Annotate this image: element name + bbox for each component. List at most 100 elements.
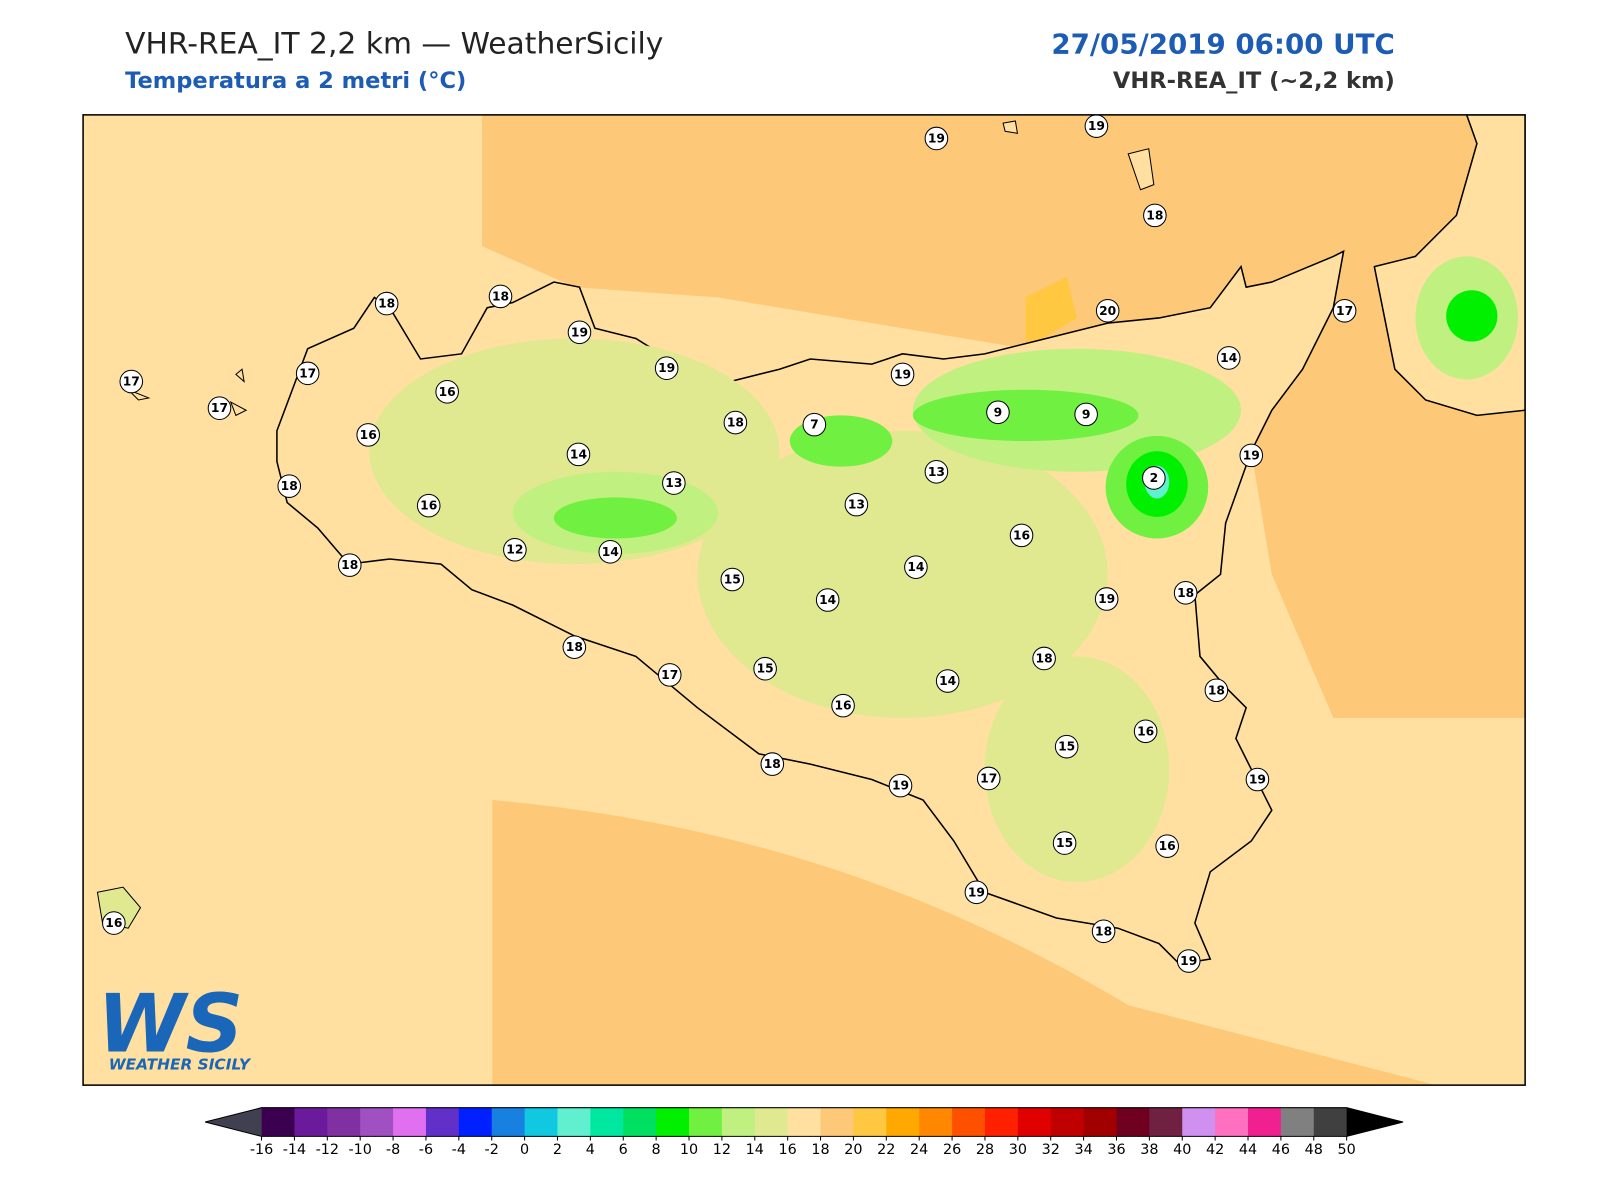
colorbar-tick-label: 14 xyxy=(746,1142,764,1158)
station-value: 19 xyxy=(1098,592,1115,606)
station-value: 16 xyxy=(105,916,122,930)
colorbar-swatch xyxy=(886,1107,920,1137)
colorbar-swatch xyxy=(952,1107,986,1137)
station-value: 15 xyxy=(724,572,741,586)
colorbar-tick-label: 22 xyxy=(877,1142,895,1158)
station-marker xyxy=(1084,114,1109,138)
colorbar-tick-label: -12 xyxy=(316,1142,339,1158)
station-value: 16 xyxy=(420,499,437,513)
station-marker xyxy=(1032,646,1056,671)
colorbar-swatch xyxy=(1280,1107,1315,1137)
station-marker xyxy=(1245,767,1270,792)
colorbar-swatch xyxy=(853,1107,887,1137)
colorbar-swatch xyxy=(557,1107,591,1137)
station-value: 7 xyxy=(810,418,819,432)
colorbar-swatch xyxy=(327,1107,361,1137)
colorbar-tick-label: 36 xyxy=(1107,1142,1125,1158)
colorbar-swatch xyxy=(491,1107,526,1137)
colorbar-swatch xyxy=(1050,1107,1085,1137)
station-value: 17 xyxy=(980,771,997,785)
station-value: 19 xyxy=(928,131,945,145)
station-marker xyxy=(277,474,302,498)
station-value: 15 xyxy=(1058,740,1075,754)
colorbar-swatch xyxy=(754,1107,789,1137)
colorbar-swatch xyxy=(689,1107,723,1137)
colorbar-over xyxy=(1346,1107,1404,1137)
logo-name: WEATHER SICILY xyxy=(109,1056,252,1074)
station-marker xyxy=(904,555,928,579)
station-value: 19 xyxy=(1088,119,1105,133)
station-marker xyxy=(1142,466,1166,490)
station-marker xyxy=(723,410,748,435)
station-value: 18 xyxy=(492,289,509,303)
station-marker xyxy=(488,284,513,309)
station-marker xyxy=(416,493,441,518)
station-marker xyxy=(1176,949,1201,973)
station-marker xyxy=(374,291,399,316)
station-marker xyxy=(654,356,679,380)
map-frame xyxy=(82,114,1526,1086)
model: VHR-REA_IT (~2,2 km) xyxy=(1113,68,1395,94)
station-value: 9 xyxy=(1082,407,1091,421)
colorbar-swatch xyxy=(1116,1107,1150,1137)
colorbar-tick-label: -6 xyxy=(419,1142,433,1158)
colorbar-swatch xyxy=(1083,1107,1118,1137)
station-marker xyxy=(1054,734,1079,759)
station-value: 16 xyxy=(1137,724,1154,738)
station-value: 19 xyxy=(894,367,911,381)
station-marker xyxy=(567,320,592,345)
station-value: 16 xyxy=(360,428,377,442)
colorbar-swatch xyxy=(721,1107,756,1137)
station-value: 9 xyxy=(994,405,1003,419)
station-value: 15 xyxy=(757,662,774,676)
colorbar-tick-label: 46 xyxy=(1272,1142,1290,1158)
station-marker xyxy=(935,669,960,693)
colorbar-tick-label: 10 xyxy=(680,1142,698,1158)
colorbar-tick-label: 30 xyxy=(1009,1142,1027,1158)
station-marker xyxy=(337,553,362,577)
station-value: 13 xyxy=(928,465,945,479)
station-value: 18 xyxy=(341,558,358,572)
station-marker xyxy=(720,567,745,592)
colorbar-tick-label: 18 xyxy=(811,1142,829,1158)
station-value: 14 xyxy=(570,447,587,461)
colorbar-swatch xyxy=(1017,1107,1052,1137)
station-value: 16 xyxy=(1013,528,1030,542)
station-marker xyxy=(831,693,855,718)
colorbar-swatch xyxy=(984,1107,1019,1137)
title: VHR-REA_IT 2,2 km — WeatherSicily xyxy=(125,26,663,61)
station-marker xyxy=(598,539,623,564)
station-marker xyxy=(1155,834,1179,858)
station-marker xyxy=(1204,678,1229,703)
colorbar-tick-label: 50 xyxy=(1338,1142,1356,1158)
station-marker xyxy=(662,471,686,495)
colorbar-tick-label: 38 xyxy=(1140,1142,1158,1158)
station-value: 12 xyxy=(506,543,523,557)
station-marker xyxy=(657,663,682,687)
colorbar-tick-label: 40 xyxy=(1173,1142,1191,1158)
colorbar-swatch xyxy=(656,1107,690,1137)
stations: 19 19 18 18 18 19 19 17 17 17 16 16 18 16 18 14 12 14 13 18… xyxy=(102,114,1357,973)
station-marker xyxy=(986,400,1010,425)
station-value: 14 xyxy=(939,674,956,688)
station-value: 16 xyxy=(835,699,852,713)
logo: WS WEATHER SICILY xyxy=(97,977,251,1073)
station-marker xyxy=(888,773,913,798)
colorbar-swatch xyxy=(1215,1107,1249,1137)
station-marker xyxy=(1074,402,1098,427)
station-value: 19 xyxy=(1249,772,1266,786)
colorbar-swatch xyxy=(919,1107,953,1137)
station-value: 18 xyxy=(1095,924,1112,938)
colorbar-swatch xyxy=(294,1107,328,1137)
station-value: 14 xyxy=(602,545,619,559)
colorbar-tick-label: -10 xyxy=(348,1142,371,1158)
map: 19 19 18 18 18 19 19 17 17 17 16 16 18 16 18 14 12 14 13 18… xyxy=(83,114,1526,1086)
station-value: 13 xyxy=(848,498,865,512)
colorbar-tick-label: -8 xyxy=(386,1142,400,1158)
station-value: 18 xyxy=(281,479,298,493)
station-value: 19 xyxy=(968,885,985,899)
station-marker xyxy=(1143,203,1167,228)
station-marker xyxy=(964,880,989,905)
colorbar-swatch xyxy=(820,1107,854,1137)
